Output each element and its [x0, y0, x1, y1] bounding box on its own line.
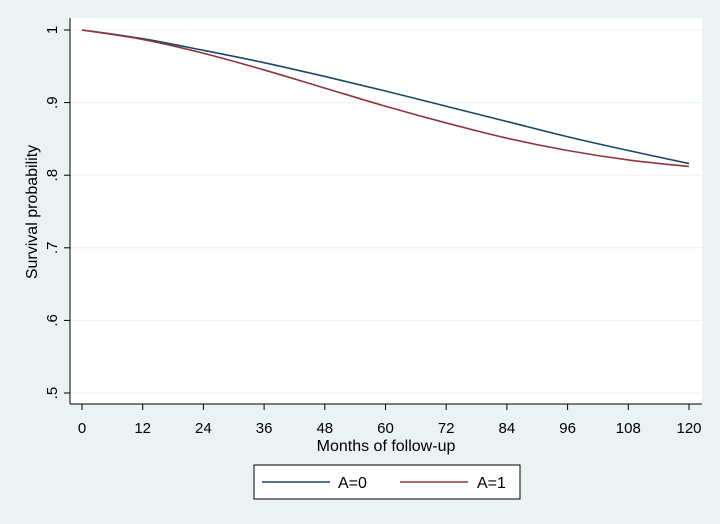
x-tick-label: 12 [134, 420, 151, 437]
x-tick-label: 48 [316, 420, 333, 437]
y-tick-label: .6 [44, 314, 61, 327]
series-line-A=1 [81, 29, 690, 168]
x-tick-label: 24 [195, 420, 212, 437]
x-tick-label: 60 [377, 420, 394, 437]
y-tick-label: .9 [44, 96, 61, 109]
series-line-A=0 [81, 29, 690, 165]
series-lines [81, 29, 690, 168]
x-axis-title: Months of follow-up [317, 438, 456, 455]
x-axis: 0 12 24 36 48 60 72 84 96 108 120 [70, 403, 702, 437]
x-tick-label: 72 [438, 420, 455, 437]
x-tick-label: 120 [676, 420, 701, 437]
y-axis-title: Survival probability [24, 145, 41, 279]
legend-label-a1: A=1 [477, 475, 506, 492]
x-tick-label: 108 [616, 420, 641, 437]
y-axis: .5 .6 .7 .8 .9 1 [44, 18, 71, 404]
x-tick-label: 84 [499, 420, 516, 437]
y-tick-label: 1 [44, 26, 61, 34]
grid-lines [70, 29, 702, 394]
x-tick-label: 36 [256, 420, 273, 437]
plot-area [70, 18, 702, 404]
x-tick-label: 0 [78, 420, 86, 437]
x-tick-label: 96 [559, 420, 576, 437]
legend-label-a0: A=0 [338, 475, 367, 492]
y-tick-label: .8 [44, 169, 61, 182]
y-tick-label: .7 [44, 242, 61, 255]
legend: A=0 A=1 [253, 464, 521, 500]
y-tick-label: .5 [44, 387, 61, 400]
